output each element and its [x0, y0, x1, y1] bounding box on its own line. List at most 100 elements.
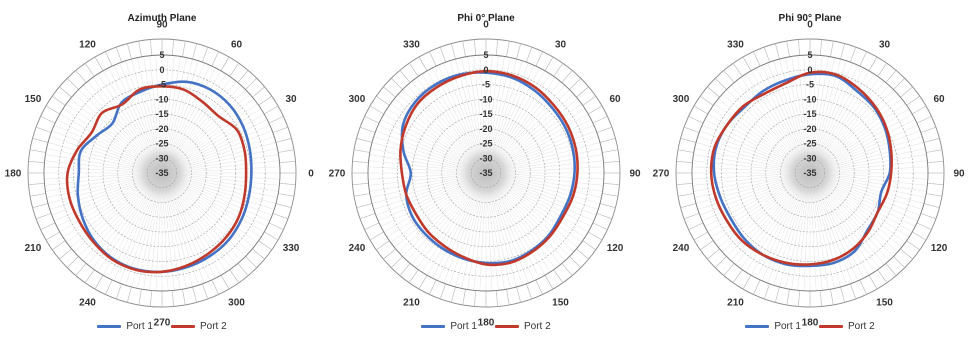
angle-label: 210	[25, 243, 42, 254]
legend-phi-0: Port 1 Port 2	[324, 318, 648, 334]
panel-azimuth: Azimuth Plane 5 0 -5 -10 -15 -20 -25 -30 -35 0 30 60…	[0, 0, 324, 345]
radial-tick-label: -30	[803, 153, 816, 163]
radial-tick-label: -15	[803, 109, 816, 119]
legend-azimuth: Port 1 Port 2	[0, 318, 324, 334]
radial-tick-label: 0	[807, 65, 812, 75]
legend-swatch-port-2	[171, 324, 195, 328]
angle-label: 300	[349, 94, 366, 105]
radial-tick-label: -25	[155, 139, 168, 149]
angle-label: 150	[25, 94, 42, 105]
rim-ticks	[676, 39, 944, 307]
angle-label: 120	[931, 243, 948, 254]
legend-item-port-1: Port 1	[421, 321, 477, 332]
angle-label: 30	[285, 94, 297, 105]
angle-label: 180	[478, 318, 495, 329]
angle-label: 270	[653, 169, 670, 180]
angle-label: 120	[79, 39, 96, 50]
radial-tick-label: -20	[803, 124, 816, 134]
angle-label: 60	[231, 39, 243, 50]
radial-tick-label: -5	[806, 80, 814, 90]
legend-label-port-2: Port 2	[200, 320, 227, 332]
legend-label-port-2: Port 2	[524, 320, 551, 332]
chart-title: Phi 90° Plane	[779, 13, 842, 24]
panel-phi-90: Phi 90° Plane 5 0 -5 -10 -15 -20 -25 -30 -35 0 30 60…	[648, 0, 972, 345]
legend-label-port-2: Port 2	[848, 320, 875, 332]
series-line-port-1	[76, 80, 253, 274]
radial-tick-label: 5	[807, 50, 812, 60]
angle-label: 300	[228, 298, 245, 309]
radial-tick-label: -35	[803, 168, 816, 178]
angle-label: 150	[876, 298, 893, 309]
radial-tick-label: -35	[155, 168, 168, 178]
grid-rings	[691, 54, 929, 292]
radial-tick-label: 5	[483, 50, 488, 60]
radial-tick-label: -5	[482, 80, 490, 90]
radial-tick-label: -20	[479, 124, 492, 134]
angle-label: 0	[807, 20, 813, 31]
legend-item-port-2: Port 2	[171, 321, 227, 332]
legend-swatch-port-2	[495, 324, 519, 328]
angle-label: 30	[555, 39, 567, 50]
legend-item-port-1: Port 1	[745, 321, 801, 332]
legend-item-port-1: Port 1	[97, 321, 153, 332]
radial-tick-label: 5	[159, 50, 164, 60]
panel-phi-0: Phi 0° Plane 5 0 -5 -10 -15 -20 -25 -30 -35 0 30 60 9…	[324, 0, 648, 345]
radial-tick-label: -10	[155, 94, 168, 104]
angle-label: 330	[727, 39, 744, 50]
legend-phi-90: Port 1 Port 2	[648, 318, 972, 334]
legend-label-port-1: Port 1	[774, 320, 801, 332]
legend-item-port-2: Port 2	[819, 321, 875, 332]
angle-label: 240	[349, 243, 366, 254]
radial-tick-label: 0	[483, 65, 488, 75]
legend-item-port-2: Port 2	[495, 321, 551, 332]
radial-tick-label: -5	[158, 80, 166, 90]
angle-label: 90	[953, 169, 965, 180]
angle-label: 330	[283, 243, 300, 254]
radial-tick-label: -15	[479, 109, 492, 119]
angle-label: 180	[5, 169, 22, 180]
chart-title: Phi 0° Plane	[457, 13, 515, 24]
angle-label: 0	[483, 20, 489, 31]
angle-label: 300	[673, 94, 690, 105]
radial-tick-label: -35	[479, 168, 492, 178]
series-line-port-2	[399, 69, 579, 267]
radial-tick-label: -20	[155, 124, 168, 134]
angle-label: 150	[552, 298, 569, 309]
radial-tick-label: -25	[803, 139, 816, 149]
angle-label: 210	[727, 298, 744, 309]
grid-rings	[367, 54, 605, 292]
angle-label: 90	[156, 20, 168, 31]
angle-label: 90	[629, 169, 641, 180]
angle-label: 240	[673, 243, 690, 254]
radial-tick-label: 0	[159, 65, 164, 75]
center-shading	[128, 139, 196, 207]
series-line-port-2	[65, 84, 248, 274]
angle-label: 180	[802, 318, 819, 329]
angle-label: 270	[329, 169, 346, 180]
series-line-port-2	[709, 70, 894, 266]
legend-swatch-port-2	[819, 324, 843, 328]
angle-label: 60	[933, 94, 945, 105]
polar-chart-phi-0: Phi 0° Plane 5 0 -5 -10 -15 -20 -25 -30 -35 0 30 60 9…	[329, 13, 641, 329]
legend-label-port-1: Port 1	[126, 320, 153, 332]
radial-tick-label: -25	[479, 139, 492, 149]
legend-swatch-port-1	[421, 324, 446, 328]
angle-label: 270	[154, 318, 171, 329]
center-shading	[776, 139, 844, 207]
radial-tick-label: -30	[155, 153, 168, 163]
series-line-port-1	[400, 71, 576, 265]
radial-tick-label: -10	[803, 94, 816, 104]
angle-label: 30	[879, 39, 891, 50]
radial-tick-label: -15	[155, 109, 168, 119]
angle-label: 210	[403, 298, 420, 309]
legend-swatch-port-1	[97, 324, 122, 328]
chart-title: Azimuth Plane	[128, 13, 197, 24]
radial-tick-label: -10	[479, 94, 492, 104]
legend-swatch-port-1	[745, 324, 770, 328]
rim-ticks	[28, 39, 296, 307]
angle-label: 60	[609, 94, 621, 105]
angle-label: 0	[308, 169, 314, 180]
legend-label-port-1: Port 1	[450, 320, 477, 332]
angle-label: 240	[79, 298, 96, 309]
